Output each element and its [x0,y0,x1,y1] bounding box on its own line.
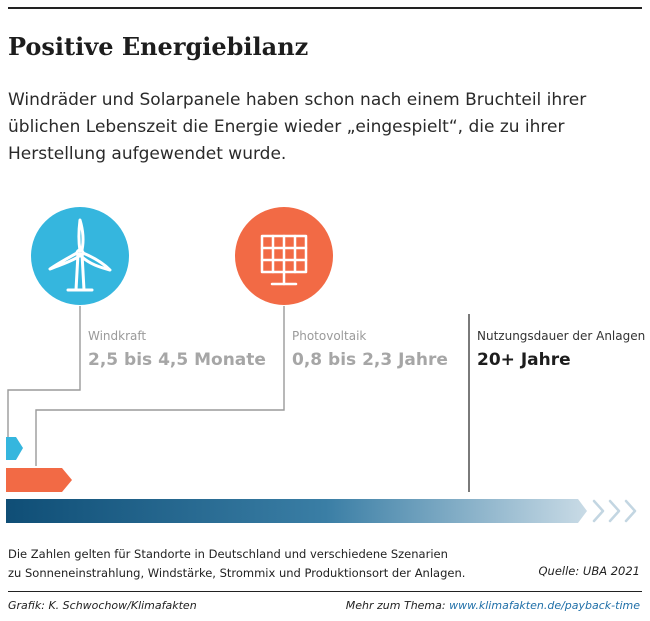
top-rule [8,7,642,9]
continuation-chevrons [592,499,637,523]
subtitle-line: Windräder und Solarpanele haben schon na… [8,90,587,110]
footnote: Die Zahlen gelten für Standorte in Deuts… [8,545,508,583]
credit-label: Grafik: K. Schwochow/Klimafakten [8,599,197,612]
chart-subtitle: Windräder und Solarpanele haben schon na… [8,87,638,168]
footer-rule [8,591,642,592]
solar-category-label: Photovoltaik [292,329,366,343]
lifetime-category-label: Nutzungsdauer der Anlagen [477,329,645,343]
solar-panel-icon [235,207,333,305]
subtitle-line: Herstellung aufgewendet wurde. [8,144,287,164]
footnote-line: Die Zahlen gelten für Standorte in Deuts… [8,547,448,561]
solar-connector-line [35,306,285,466]
more-prefix: Mehr zum Thema: [345,599,450,612]
wind-value-label: 2,5 bis 4,5 Monate [88,350,266,370]
chart-title: Positive Energiebilanz [8,32,309,61]
source-label: Quelle: UBA 2021 [538,564,640,578]
wind-connector-line [7,306,81,437]
wind-bar [6,437,23,460]
solar-bar [6,468,72,492]
subtitle-line: üblichen Lebenszeit die Energie wieder „… [8,117,565,137]
lifetime-bar [6,499,587,523]
wind-category-label: Windkraft [88,329,146,343]
more-info: Mehr zum Thema: www.klimafakten.de/payba… [346,599,640,612]
lifetime-value-label: 20+ Jahre [477,350,571,370]
solar-value-label: 0,8 bis 2,3 Jahre [292,350,448,370]
payback-chart: Windkraft 2,5 bis 4,5 Monate Photovoltai… [6,207,645,523]
more-link[interactable]: www.klimafakten.de/payback-time [449,599,640,612]
footnote-line: zu Sonneneinstrahlung, Windstärke, Strom… [8,566,466,580]
wind-turbine-icon [31,207,129,305]
